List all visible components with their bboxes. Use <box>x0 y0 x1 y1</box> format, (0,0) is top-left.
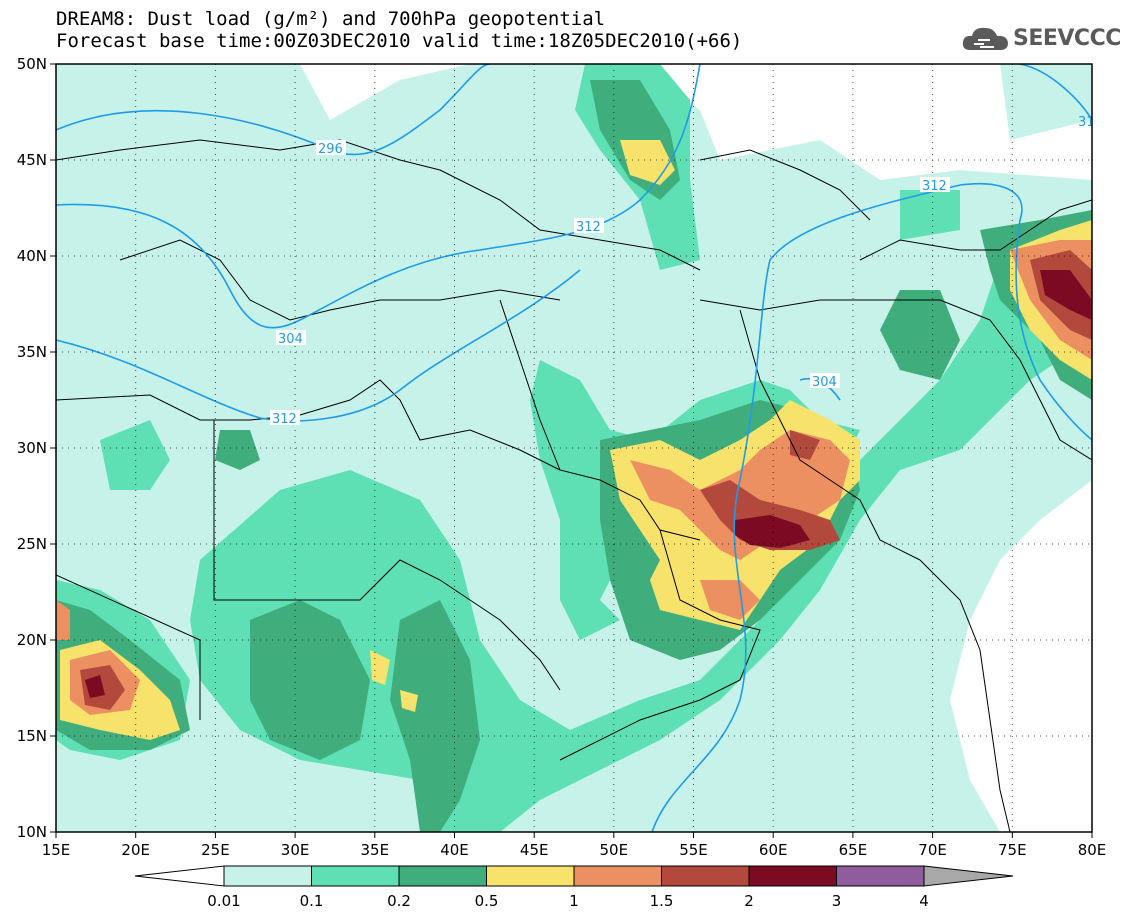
lat-label-30n: 30N <box>17 439 47 457</box>
colorbar-segment-4 <box>486 865 575 887</box>
colorbar-low-arrow <box>134 865 225 887</box>
colorbar-segment-1 <box>223 865 312 887</box>
contour-label-296: 296 <box>318 142 343 157</box>
colorbar-label-1: 0.1 <box>300 892 324 910</box>
lon-label-35e: 35E <box>361 841 390 859</box>
lat-label-35n: 35N <box>17 343 47 361</box>
map-panel: 296 312 304 312 312 304 31 <box>56 64 1095 832</box>
lon-label-30e: 30E <box>281 841 310 859</box>
colorbar-label-6: 2 <box>744 892 754 910</box>
lat-lon-grid <box>56 64 1092 832</box>
country-borders <box>56 139 1092 832</box>
colorbar-segment-3 <box>398 865 487 887</box>
lon-label-75e: 75E <box>998 841 1027 859</box>
lon-label-20e: 20E <box>121 841 150 859</box>
lon-label-40e: 40E <box>440 841 469 859</box>
colorbar-labels: 0.01 0.1 0.2 0.5 1 1.5 2 3 4 <box>207 892 928 910</box>
lat-label-15n: 15N <box>17 727 47 745</box>
colorbar <box>134 865 1014 887</box>
latitude-labels: 50N 45N 40N 35N 30N 25N 20N 15N 10N <box>17 55 47 841</box>
lat-label-25n: 25N <box>17 535 47 553</box>
colorbar-segment-2 <box>311 865 400 887</box>
colorbar-segment-5 <box>573 865 662 887</box>
lon-label-80e: 80E <box>1078 841 1107 859</box>
lat-label-10n: 10N <box>17 823 47 841</box>
colorbar-label-8: 4 <box>919 892 929 910</box>
contour-label-312-east: 312 <box>922 179 947 194</box>
contour-label-312-south: 312 <box>272 412 297 427</box>
lat-label-40n: 40N <box>17 247 47 265</box>
colorbar-high-arrow <box>923 865 1014 887</box>
lat-label-50n: 50N <box>17 55 47 73</box>
colorbar-label-7: 3 <box>832 892 842 910</box>
logo-text: SEEVCCC <box>1013 26 1121 51</box>
lon-label-60e: 60E <box>759 841 788 859</box>
seevccc-cloud-logo-icon <box>962 27 1008 50</box>
colorbar-label-3: 0.5 <box>475 892 499 910</box>
contour-labels: 296 312 304 312 312 304 31 <box>270 115 1095 427</box>
contour-label-312-north: 312 <box>576 220 601 235</box>
colorbar-label-2: 0.2 <box>387 892 411 910</box>
forecast-time-subtitle: Forecast base time:00Z03DEC2010 valid ti… <box>56 30 743 52</box>
colorbar-label-0: 0.01 <box>207 892 240 910</box>
map-ticks <box>50 63 1093 838</box>
longitude-labels: 15E 20E 25E 30E 35E 40E 45E 50E 55E 60E … <box>42 841 1107 859</box>
lon-label-15e: 15E <box>42 841 71 859</box>
colorbar-label-5: 1.5 <box>650 892 674 910</box>
lon-label-65e: 65E <box>839 841 868 859</box>
lon-label-45e: 45E <box>520 841 549 859</box>
colorbar-segment-7 <box>748 865 837 887</box>
contour-label-304-east: 304 <box>812 375 837 390</box>
lat-label-20n: 20N <box>17 631 47 649</box>
contour-label-304-west: 304 <box>278 332 303 347</box>
lon-label-25e: 25E <box>201 841 230 859</box>
lon-label-55e: 55E <box>679 841 708 859</box>
contour-label-edge: 31 <box>1078 115 1095 130</box>
lon-label-70e: 70E <box>918 841 947 859</box>
colorbar-segment-6 <box>661 865 750 887</box>
colorbar-segment-8 <box>836 865 925 887</box>
lon-label-50e: 50E <box>600 841 629 859</box>
map-title: DREAM8: Dust load (g/m²) and 700hPa geop… <box>56 8 606 30</box>
lat-label-45n: 45N <box>17 151 47 169</box>
colorbar-label-4: 1 <box>569 892 579 910</box>
